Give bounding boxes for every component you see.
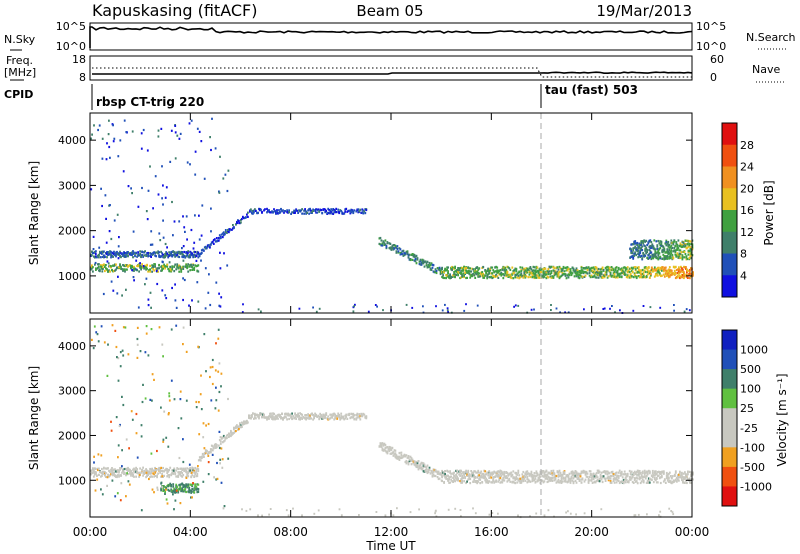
velocity-colorbar-tick: 25 — [740, 402, 754, 415]
power-range-tick-label: 4000 — [58, 134, 86, 147]
velocity-range-tick-label: 1000 — [58, 474, 86, 487]
time-tick-label: 20:00 — [574, 525, 609, 539]
power-range-tick-label: 1000 — [58, 270, 86, 283]
noise-tick-top-left: 10^5 — [56, 20, 86, 33]
velocity-colorbar-segment — [722, 349, 737, 370]
power-colorbar-tick: 28 — [740, 139, 754, 152]
velocity-colorbar-segment — [722, 330, 737, 351]
time-tick-label: 04:00 — [173, 525, 208, 539]
noise-trace — [89, 26, 693, 48]
power-colorbar-segment — [722, 166, 737, 189]
power-panel: 1000 2000 3000 4000 Slant Range [km] — [27, 112, 694, 314]
velocity-panel: 1000 2000 3000 4000 Slant Range [km] — [27, 318, 694, 519]
power-range-tick-label: 2000 — [58, 225, 86, 238]
freq-tick-bottom-right: 0 — [710, 71, 717, 84]
time-tick-label: 16:00 — [474, 525, 509, 539]
cpid-row: CPID rbsp CT-trig 220 tau (fast) 503 — [4, 83, 638, 110]
power-range-axis-label: Slant Range [km] — [27, 161, 41, 265]
frequency-trace — [92, 71, 693, 75]
power-colorbar-tick: 12 — [740, 226, 754, 239]
time-tick-label: 12:00 — [374, 525, 409, 539]
time-axis: 00:00 04:00 08:00 12:00 16:00 20:00 00:00 — [73, 113, 710, 539]
freq-tick-bottom-left: 8 — [79, 71, 86, 84]
velocity-colorbar-tick: -25 — [740, 422, 758, 435]
power-colorbar-segment — [722, 188, 737, 211]
power-colorbar: 4 8 12 16 20 24 28 — [721, 122, 754, 298]
velocity-colorbar-segment — [722, 369, 737, 390]
power-colorbar-label: Power [dB] — [762, 180, 776, 245]
power-range-tick-label: 3000 — [58, 179, 86, 192]
time-axis-label: Time UT — [365, 539, 416, 553]
station-title: Kapuskasing (fitACF) — [92, 1, 257, 20]
velocity-colorbar-tick: -100 — [740, 441, 765, 454]
nave-trace — [92, 67, 692, 78]
noise-tick-bottom-left: 10^0 — [56, 40, 86, 53]
power-colorbar-segment — [722, 231, 737, 254]
velocity-scatter — [90, 324, 694, 519]
velocity-colorbar-label: Velocity [m s⁻¹] — [775, 373, 789, 466]
power-colorbar-segment — [722, 123, 737, 146]
velocity-range-tick-label: 4000 — [58, 340, 86, 353]
velocity-colorbar-segment — [722, 408, 737, 429]
noise-tick-bottom-right: 10^0 — [696, 40, 726, 53]
time-tick-label: 08:00 — [273, 525, 308, 539]
freq-label-line2: [MHz] — [4, 66, 36, 79]
power-colorbar-segment — [722, 210, 737, 233]
power-colorbar-segment — [722, 253, 737, 276]
velocity-colorbar-segment — [722, 427, 737, 448]
noise-panel: N.Sky 10^5 10^0 10^5 10^0 N.Search — [4, 20, 796, 53]
velocity-colorbar-segment — [722, 486, 737, 507]
velocity-colorbar: -1000 -500 -100 -25 25 100 500 1000 — [721, 329, 772, 507]
velocity-colorbar-segment — [722, 466, 737, 487]
velocity-colorbar-tick: -1000 — [740, 480, 772, 493]
velocity-colorbar-tick: 1000 — [740, 344, 768, 357]
noise-tick-top-right: 10^5 — [696, 20, 726, 33]
power-colorbar-tick: 4 — [740, 269, 747, 282]
nsearch-label: N.Search — [746, 31, 796, 44]
power-colorbar-segment — [722, 144, 737, 167]
power-colorbar-segment — [722, 275, 737, 298]
freq-tick-top-right: 60 — [710, 53, 724, 66]
date-title: 19/Mar/2013 — [596, 2, 692, 20]
power-colorbar-tick: 16 — [740, 204, 754, 217]
beam-title: Beam 05 — [356, 2, 423, 20]
velocity-colorbar-segment — [722, 447, 737, 468]
velocity-colorbar-tick: 500 — [740, 363, 761, 376]
velocity-range-axis-label: Slant Range [km] — [27, 366, 41, 470]
velocity-colorbar-tick: 100 — [740, 383, 761, 396]
cpid-label: CPID — [4, 88, 33, 101]
velocity-colorbar-tick: -500 — [740, 461, 765, 474]
freq-tick-top-left: 18 — [72, 53, 86, 66]
nave-label: Nave — [752, 63, 780, 76]
cpid-segment-2: tau (fast) 503 — [545, 83, 638, 97]
power-colorbar-tick: 20 — [740, 182, 754, 195]
power-colorbar-tick: 8 — [740, 248, 747, 261]
nsky-label: N.Sky — [4, 33, 36, 46]
power-scatter — [90, 117, 694, 314]
cpid-segment-1: rbsp CT-trig 220 — [96, 95, 204, 109]
freq-label-line1: Freq. — [6, 54, 33, 67]
velocity-range-tick-label: 3000 — [58, 385, 86, 398]
time-tick-label: 00:00 — [73, 525, 108, 539]
time-tick-label: 00:00 — [675, 525, 710, 539]
power-colorbar-tick: 24 — [740, 161, 754, 174]
frequency-panel: Freq. [MHz] 18 8 60 0 Nave — [4, 53, 786, 84]
velocity-colorbar-segment — [722, 388, 737, 409]
velocity-range-tick-label: 2000 — [58, 429, 86, 442]
